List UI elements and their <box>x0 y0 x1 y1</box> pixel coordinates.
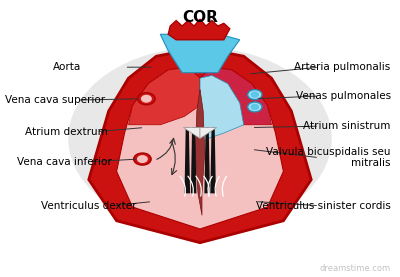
Polygon shape <box>183 127 200 138</box>
Polygon shape <box>116 67 284 229</box>
Text: Arteria pulmonalis: Arteria pulmonalis <box>294 62 391 72</box>
Circle shape <box>251 104 258 109</box>
Text: Atrium sinistrum: Atrium sinistrum <box>303 121 391 131</box>
Circle shape <box>142 96 151 102</box>
Circle shape <box>134 153 151 165</box>
Polygon shape <box>184 127 190 193</box>
Text: Vena cava superior: Vena cava superior <box>5 95 106 105</box>
Text: dreamstime.com: dreamstime.com <box>320 264 391 273</box>
Polygon shape <box>200 75 244 144</box>
Circle shape <box>138 156 147 162</box>
Text: Aorta: Aorta <box>53 62 81 72</box>
Text: Vena cava inferior: Vena cava inferior <box>17 157 112 167</box>
Text: Ventriculus dexter: Ventriculus dexter <box>41 201 137 211</box>
Polygon shape <box>191 127 196 193</box>
Polygon shape <box>204 127 210 193</box>
Circle shape <box>251 92 258 97</box>
Polygon shape <box>195 89 205 215</box>
Circle shape <box>69 48 331 229</box>
Circle shape <box>138 93 155 105</box>
Polygon shape <box>160 34 240 73</box>
Text: Ventriculus sinister cordis: Ventriculus sinister cordis <box>256 201 391 211</box>
Text: Atrium dextrum: Atrium dextrum <box>25 127 108 137</box>
Polygon shape <box>210 127 216 193</box>
Text: COR: COR <box>182 10 218 25</box>
Polygon shape <box>200 67 272 125</box>
Polygon shape <box>128 67 200 125</box>
Text: Valvula bicuspidalis seu
mitralis: Valvula bicuspidalis seu mitralis <box>266 147 391 168</box>
Circle shape <box>248 102 262 112</box>
Circle shape <box>248 90 262 99</box>
Polygon shape <box>89 51 311 243</box>
Text: Venas pulmonales: Venas pulmonales <box>296 91 391 101</box>
Polygon shape <box>200 127 217 138</box>
Polygon shape <box>168 19 230 40</box>
